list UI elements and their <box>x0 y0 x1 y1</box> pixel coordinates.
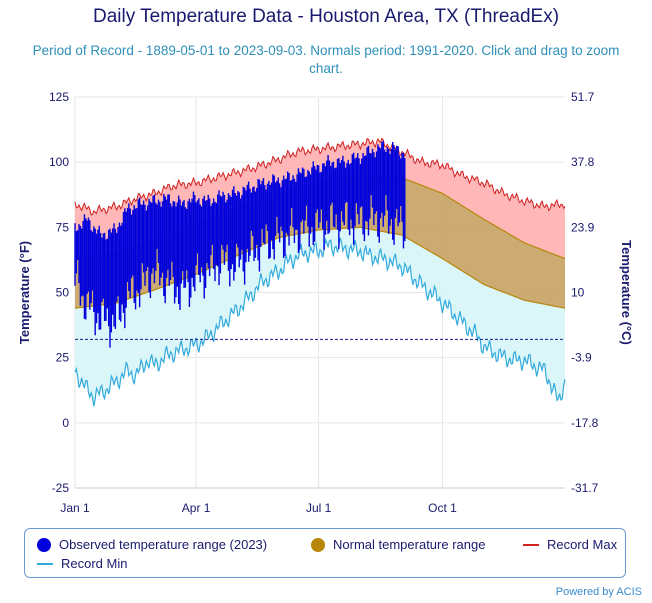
legend-observed-label: Observed temperature range (2023) <box>59 537 268 552</box>
record-max-line <box>74 137 566 216</box>
y2-tick-label-0: -31.7 <box>571 481 599 495</box>
bands-layer <box>75 138 565 407</box>
y2-tick-label-6: 51.7 <box>571 90 595 104</box>
observed-bars-layer <box>74 140 406 348</box>
y-axis-title: Temperature (°F) <box>17 241 32 344</box>
legend-normal-label: Normal temperature range <box>333 537 486 552</box>
y-tick-label-5: 100 <box>49 155 69 169</box>
legend-record-max-label: Record Max <box>547 537 618 552</box>
credit-link[interactable]: Powered by ACIS <box>555 586 642 598</box>
y-tick-label-1: 0 <box>62 416 69 430</box>
legend-item-record-min[interactable]: Record Min <box>37 556 127 571</box>
normal-band <box>75 175 565 309</box>
y-tick-label-2: 25 <box>56 351 70 365</box>
record-min-line <box>74 237 566 407</box>
record-high-band <box>75 138 565 259</box>
y2-tick-label-1: -17.8 <box>571 416 599 430</box>
y2-axis-title: Temperature (°C) <box>619 240 634 345</box>
axes-layer: -25 -31.7 0 -17.8 25 -3.9 50 10 75 23.9 100 37.8 125… <box>17 90 634 515</box>
x-tick-label-1: Apr 1 <box>182 501 211 515</box>
legend-record-min-label: Record Min <box>61 556 128 571</box>
record-low-band <box>75 227 565 407</box>
normal-min-line <box>74 226 566 309</box>
y-tick-label-4: 75 <box>56 220 70 234</box>
x-tick-label-2: Jul 1 <box>306 501 332 515</box>
legend: Observed temperature range (2023) Normal… <box>24 528 626 578</box>
y2-tick-label-5: 37.8 <box>571 155 595 169</box>
y-tick-label-6: 125 <box>49 90 69 104</box>
legend-item-observed[interactable]: Observed temperature range (2023) <box>37 537 267 552</box>
legend-item-record-max[interactable]: Record Max <box>523 537 617 552</box>
y-tick-label-0: -25 <box>52 481 70 495</box>
chart-title: Daily Temperature Data - Houston Area, T… <box>92 6 560 27</box>
chart-subtitle: Period of Record - 1889-05-01 to 2023-09… <box>32 43 620 76</box>
legend-record-max-marker <box>523 543 539 546</box>
x-tick-label-3: Oct 1 <box>428 501 457 515</box>
y2-tick-label-3: 10 <box>571 286 585 300</box>
y2-tick-label-2: -3.9 <box>571 351 592 365</box>
y2-tick-label-4: 23.9 <box>571 220 595 234</box>
legend-item-normal[interactable]: Normal temperature range <box>311 537 485 552</box>
y-tick-label-3: 50 <box>56 286 70 300</box>
legend-observed-marker <box>37 537 51 552</box>
legend-normal-marker <box>311 537 325 552</box>
x-tick-label-0: Jan 1 <box>60 501 90 515</box>
legend-record-min-marker <box>37 562 53 565</box>
temperature-chart[interactable]: -25 -31.7 0 -17.8 25 -3.9 50 10 75 23.9 100 37.8 125… <box>0 0 652 525</box>
